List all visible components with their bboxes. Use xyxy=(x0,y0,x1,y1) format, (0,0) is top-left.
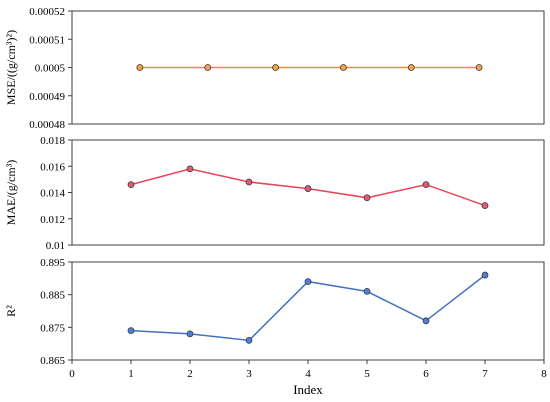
data-point xyxy=(422,317,430,325)
x-tick-label: 3 xyxy=(246,368,252,380)
y-tick-label: 0.885 xyxy=(40,290,65,302)
data-point xyxy=(272,64,279,71)
x-tick-label: 5 xyxy=(364,368,370,380)
data-point xyxy=(475,64,483,71)
x-tick-label: 8 xyxy=(541,368,547,380)
y-tick-label: 0.01 xyxy=(46,240,65,252)
plot-frame xyxy=(71,261,545,361)
data-point xyxy=(481,202,489,210)
y-tick-label: 0.012 xyxy=(40,214,65,226)
data-point xyxy=(245,178,253,186)
y-tick-label: 0.00051 xyxy=(29,34,65,46)
y-axis-label: R² xyxy=(4,305,18,317)
y-tick-label: 0.00048 xyxy=(29,119,65,131)
data-point xyxy=(363,287,371,295)
y-tick-label: 0.016 xyxy=(40,161,65,173)
panel-3: 0.865 0.875 0.885 0.895 R² 0 1 2 3 4 5 6 7 8 Index xyxy=(4,257,547,397)
x-tick-label: 4 xyxy=(305,368,311,380)
y-tick-label: 0.00049 xyxy=(29,91,65,103)
x-tick-label: 6 xyxy=(423,368,429,380)
data-point xyxy=(186,165,194,173)
data-point xyxy=(245,336,253,344)
y-axis-label: MAE/(g/cm³) xyxy=(4,160,18,226)
x-axis-label: Index xyxy=(293,382,323,397)
plot-frame xyxy=(71,139,545,246)
data-point xyxy=(339,64,347,71)
x-tick-label: 7 xyxy=(482,368,488,380)
data-point xyxy=(204,64,212,71)
x-tick-label: 2 xyxy=(187,368,193,380)
data-point xyxy=(186,330,194,338)
data-point xyxy=(363,194,371,202)
y-tick-label: 0.018 xyxy=(40,135,65,147)
data-point xyxy=(407,64,415,71)
data-point xyxy=(481,271,489,279)
data-point xyxy=(422,181,430,189)
data-point xyxy=(136,64,144,71)
y-tick-label: 0.0005 xyxy=(35,63,66,75)
y-axis-label: MSE/((g/cm³)²) xyxy=(4,30,18,105)
y-tick-label: 0.00052 xyxy=(29,6,65,18)
x-tick-label: 0 xyxy=(69,368,75,380)
y-tick-label: 0.895 xyxy=(40,257,65,269)
data-point xyxy=(304,278,312,286)
panel-1: 0.00048 0.00049 0.0005 0.00051 0.00052 MSE/((… xyxy=(4,6,545,131)
x-tick-label: 1 xyxy=(128,368,134,380)
y-tick-label: 0.875 xyxy=(40,322,65,334)
y-tick-label: 0.014 xyxy=(40,188,65,200)
data-point xyxy=(127,327,135,335)
data-point xyxy=(304,185,312,192)
data-point xyxy=(127,181,135,189)
y-tick-label: 0.865 xyxy=(40,355,65,367)
panel-2: 0.01 0.012 0.014 0.016 0.018 MAE/(g/cm³) xyxy=(4,135,545,252)
